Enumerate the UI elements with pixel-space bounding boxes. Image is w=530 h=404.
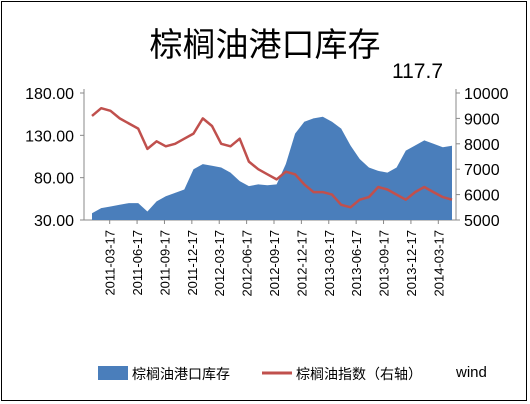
right-tick-label: 7000 <box>464 162 500 179</box>
x-tick-label: 2011-06-17 <box>130 230 145 296</box>
x-tick-label: 2012-06-17 <box>240 230 255 297</box>
x-tick-label: 2013-09-17 <box>377 230 392 297</box>
x-tick-label: 2011-03-17 <box>103 230 118 296</box>
inventory-area <box>92 116 452 220</box>
x-tick-label: 2013-06-17 <box>349 230 364 297</box>
right-tick-label: 6000 <box>464 188 500 205</box>
chart-title: 棕榈油港口库存 <box>149 25 381 64</box>
latest-value-annotation: 117.7 <box>392 60 443 83</box>
x-tick-label: 2012-03-17 <box>212 230 227 297</box>
left-tick-label: 180.00 <box>25 86 74 103</box>
x-tick-label: 2013-12-17 <box>404 230 419 297</box>
x-tick-label: 2014-03-17 <box>431 230 446 297</box>
legend-label-index: 棕榈油指数（右轴） <box>296 367 422 383</box>
x-tick-label: 2011-12-17 <box>185 230 200 296</box>
left-tick-label: 130.00 <box>25 128 74 145</box>
legend-label-inventory: 棕榈油港口库存 <box>132 367 230 383</box>
left-tick-label: 30.00 <box>34 213 74 230</box>
right-tick-label: 8000 <box>464 137 500 154</box>
x-tick-label: 2011-09-17 <box>157 230 172 296</box>
right-tick-label: 9000 <box>464 111 500 128</box>
right-tick-label: 5000 <box>464 213 500 230</box>
left-tick-label: 80.00 <box>34 171 74 188</box>
right-tick-label: 10000 <box>464 86 509 103</box>
x-tick-label: 2012-09-17 <box>267 230 282 297</box>
x-tick-label: 2012-12-17 <box>294 230 309 297</box>
index-line <box>91 106 453 209</box>
source-label: wind <box>456 364 487 381</box>
x-tick-label: 2013-03-17 <box>322 230 337 297</box>
